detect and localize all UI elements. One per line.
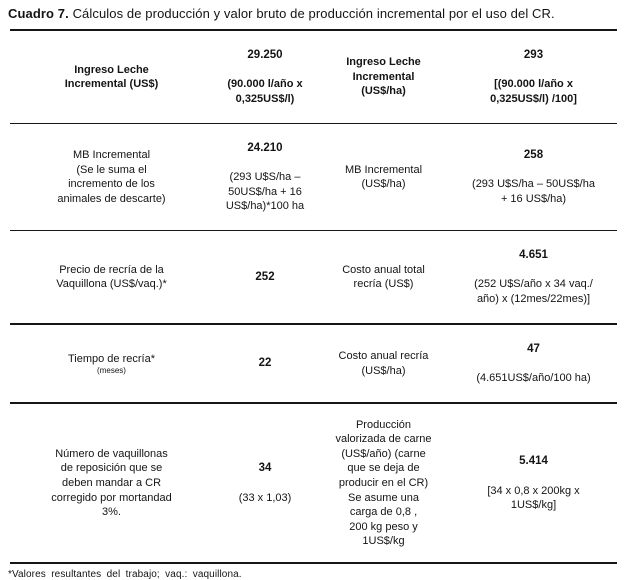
row-label: Ingreso Leche Incremental (US$) [64, 63, 159, 91]
formula: (252 U$S/año x 34 vaq./ año) x (12mes/22… [474, 278, 593, 305]
cell-value: 29.250 (90.000 l/año x 0,325US$/l) [213, 30, 317, 125]
row-label: Costo anual recría (US$/ha) [338, 350, 429, 377]
table-row-ingreso-leche: Ingreso Leche Incremental (US$) 29.250 (… [10, 30, 617, 125]
formula: (4.651US$/año/100 ha) [476, 372, 591, 385]
cell-value: 24.210 (293 U$S/ha – 50US$/ha + 16 US$/h… [213, 123, 317, 232]
row-label: Producción valorizada de carne (US$/año)… [335, 418, 432, 548]
table-caption-text: Cálculos de producción y valor bruto de … [68, 6, 555, 21]
cell-label: Número de vaquillonas de reposición que … [10, 403, 213, 563]
row-label: MB Incremental (US$/ha) [344, 163, 423, 191]
cell-label: MB Incremental (Se le suma el incremento… [10, 123, 213, 232]
row-label: Costo anual total recría (US$) [342, 263, 425, 291]
cell-label: Producción valorizada de carne (US$/año)… [317, 403, 450, 563]
value: 29.250 [247, 48, 283, 61]
cell-label: Precio de recría de la Vaquillona (US$/v… [10, 230, 213, 326]
cell-value: 293 [(90.000 l/año x 0,325US$/l) /100] [450, 30, 617, 125]
table-row-tiempo-recria: Tiempo de recría* (meses) 22 Costo anual… [10, 324, 617, 405]
value: 47 [527, 342, 540, 355]
formula: (293 U$S/ha – 50US$/ha + 16 US$/ha) [472, 178, 595, 205]
cell-value: 47 (4.651US$/año/100 ha) [450, 324, 617, 405]
value: 4.651 [519, 248, 548, 261]
cell-value: 22 [213, 324, 317, 405]
row-label: Número de vaquillonas de reposición que … [51, 447, 172, 519]
row-label: Precio de recría de la Vaquillona (US$/v… [56, 263, 167, 291]
table-caption-number: Cuadro 7. [8, 6, 69, 21]
formula: (33 x 1,03) [238, 491, 292, 504]
formula: [(90.000 l/año x 0,325US$/l) /100] [490, 78, 577, 105]
cell-label: Tiempo de recría* (meses) [10, 324, 213, 405]
row-label: Ingreso Leche Incremental (US$/ha) [346, 56, 421, 98]
value: 5.414 [519, 454, 548, 467]
production-table: Ingreso Leche Incremental (US$) 29.250 (… [10, 29, 617, 565]
cell-value: 4.651 (252 U$S/año x 34 vaq./ año) x (12… [450, 230, 617, 326]
formula: (90.000 l/año x 0,325US$/l) [227, 78, 303, 105]
value: 22 [258, 357, 272, 370]
cell-value: 252 [213, 230, 317, 326]
footnote: *Valores resultantes del trabajo; vaq.: … [8, 569, 242, 580]
cell-label: Ingreso Leche Incremental (US$/ha) [317, 30, 450, 125]
value: 258 [523, 148, 544, 161]
row-label: Tiempo de recría* [67, 352, 156, 365]
cell-label: Ingreso Leche Incremental (US$) [10, 30, 213, 125]
table-row-mb-incremental: MB Incremental (Se le suma el incremento… [10, 123, 617, 232]
cell-value: 5.414 [34 x 0,8 x 200kg x 1US$/kg] [450, 403, 617, 563]
cell-label: MB Incremental (US$/ha) [317, 123, 450, 232]
row-label: MB Incremental (Se le suma el incremento… [57, 149, 166, 205]
value: 34 [258, 462, 272, 475]
cell-label: Costo anual recría (US$/ha) [317, 324, 450, 405]
formula: (293 U$S/ha – 50US$/ha + 16 US$/ha)*100 … [225, 171, 305, 213]
value: 293 [523, 48, 544, 61]
table-caption: Cuadro 7. Cálculos de producción y valor… [0, 0, 626, 22]
cell-value: 258 (293 U$S/ha – 50US$/ha + 16 US$/ha) [450, 123, 617, 232]
cell-label: Costo anual total recría (US$) [317, 230, 450, 326]
table-row-precio-recria: Precio de recría de la Vaquillona (US$/v… [10, 230, 617, 326]
row-sublabel: (meses) [97, 366, 126, 376]
value: 252 [255, 270, 275, 283]
formula: [34 x 0,8 x 200kg x 1US$/kg] [487, 484, 580, 512]
cell-value: 34 (33 x 1,03) [213, 403, 317, 563]
table-row-numero-vaquillonas: Número de vaquillonas de reposición que … [10, 403, 617, 563]
value: 24.210 [247, 141, 283, 154]
